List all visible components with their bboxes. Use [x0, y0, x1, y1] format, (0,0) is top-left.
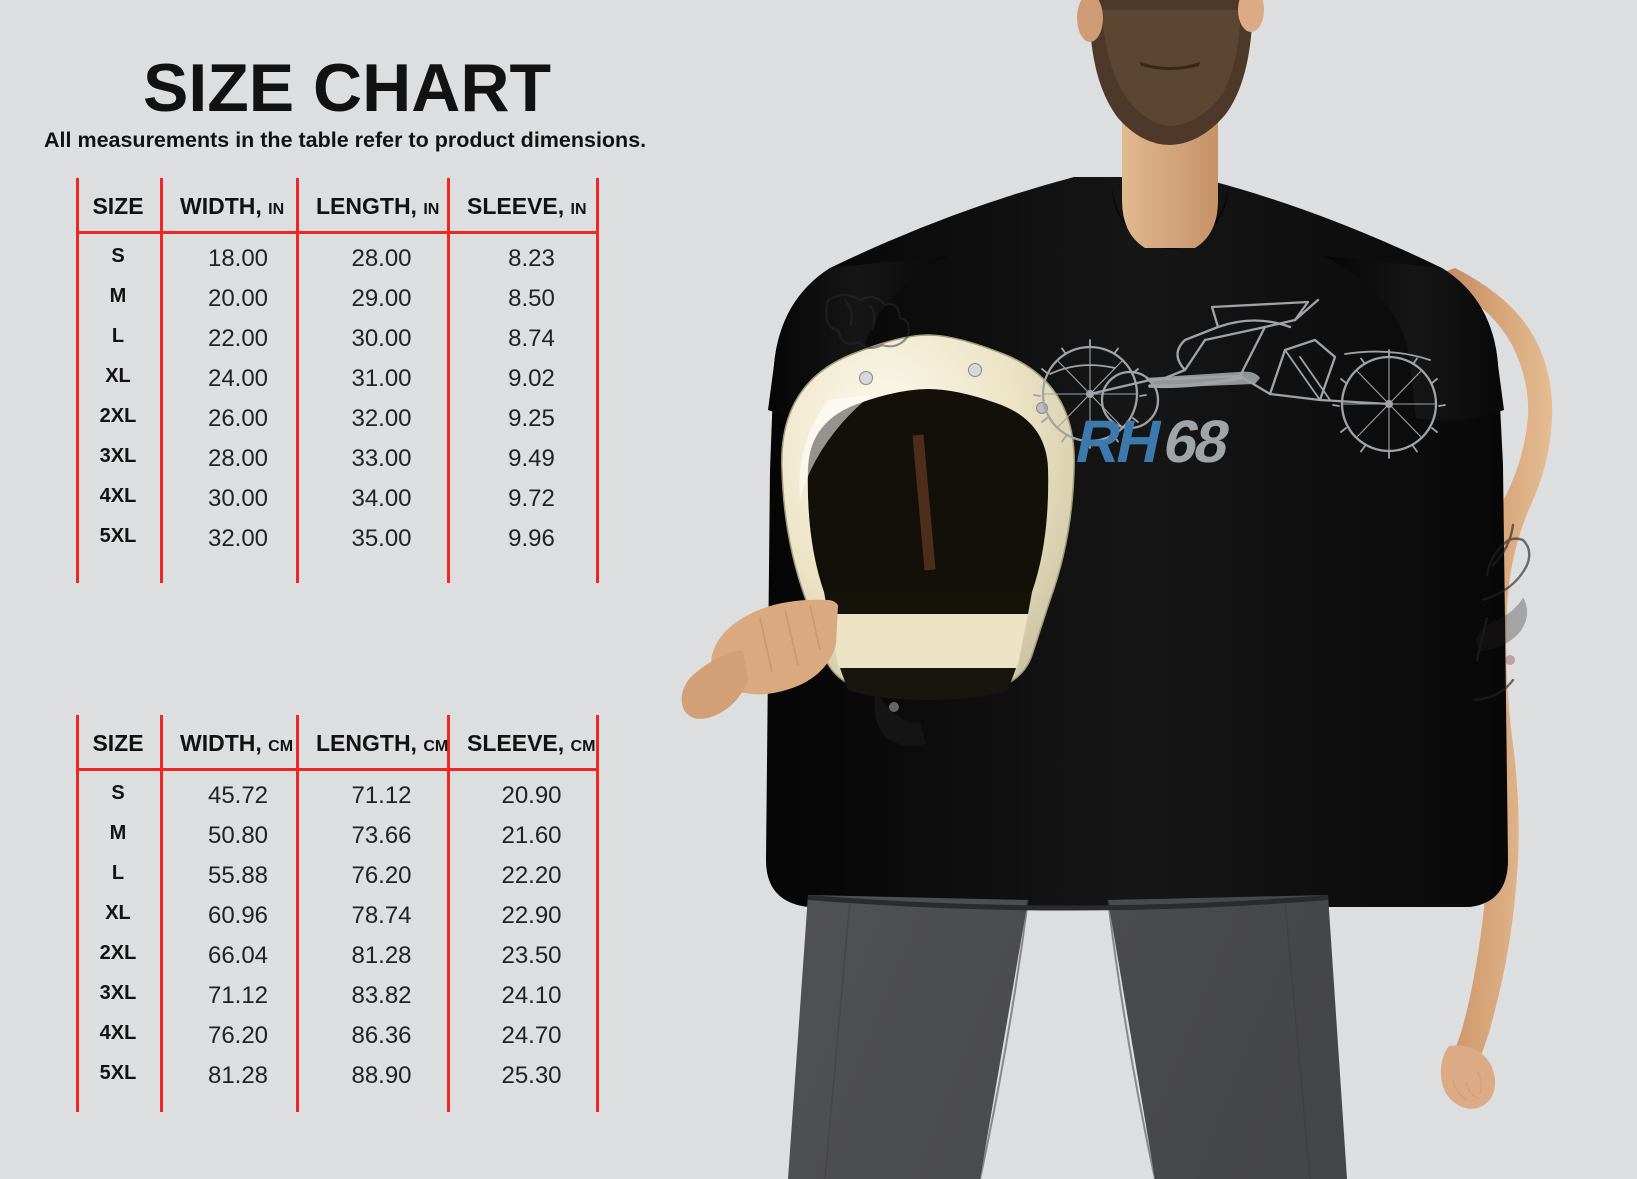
- svg-text:RH: RH: [1070, 408, 1165, 475]
